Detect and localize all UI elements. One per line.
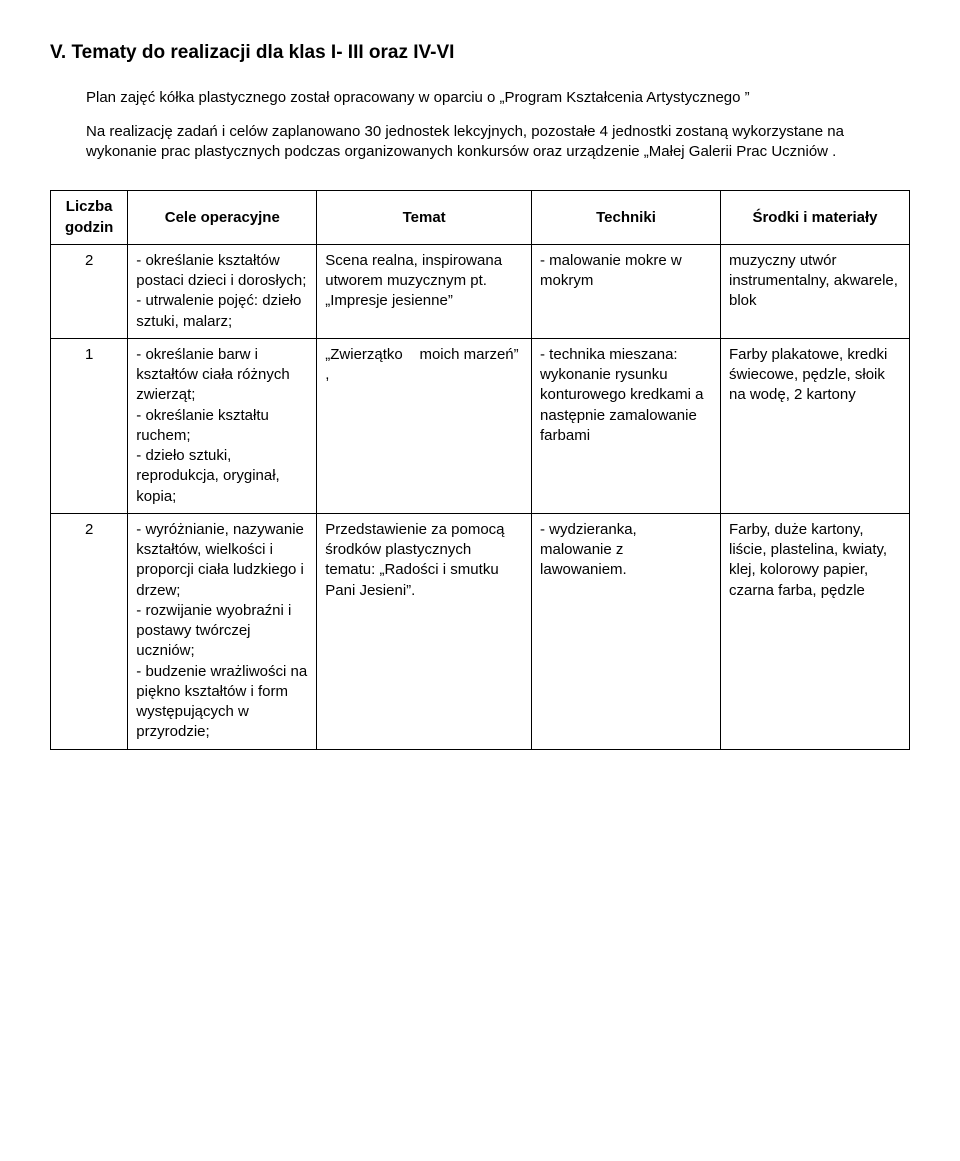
cell-tech: - wydzieranka, malowanie z lawowaniem. [532, 513, 721, 749]
table-row: 2 - określanie kształtów postaci dzieci … [51, 244, 910, 338]
col-header-tech: Techniki [532, 191, 721, 245]
cell-hours: 2 [51, 513, 128, 749]
cell-goals-text: - wyróżnianie, nazywanie kształtów, wiel… [136, 520, 308, 743]
cell-hours: 2 [51, 244, 128, 338]
cell-tech-text: - wydzieranka, malowanie z lawowaniem. [540, 520, 712, 581]
cell-tech: - technika mieszana: wykonanie rysunku k… [532, 338, 721, 513]
cell-mat: Farby plakatowe, kredki świecowe, pędzle… [720, 338, 909, 513]
table-header-row: Liczba godzin Cele operacyjne Temat Tech… [51, 191, 910, 245]
table-row: 2 - wyróżnianie, nazywanie kształtów, wi… [51, 513, 910, 749]
cell-topic: Scena realna, inspirowana utworem muzycz… [317, 244, 532, 338]
cell-topic: Przedstawienie za pomocą środków plastyc… [317, 513, 532, 749]
cell-topic-text: Scena realna, inspirowana utworem muzycz… [325, 251, 523, 312]
col-header-topic: Temat [317, 191, 532, 245]
cell-goals-text: - określanie kształtów postaci dzieci i … [136, 251, 308, 332]
cell-tech-text: - technika mieszana: wykonanie rysunku k… [540, 345, 712, 446]
cell-goals: - wyróżnianie, nazywanie kształtów, wiel… [128, 513, 317, 749]
cell-goals-text: - określanie barw i kształtów ciała różn… [136, 345, 308, 507]
curriculum-table: Liczba godzin Cele operacyjne Temat Tech… [50, 190, 910, 749]
cell-mat-text: muzyczny utwór instrumentalny, akwarele,… [729, 251, 901, 312]
cell-mat: Farby, duże kartony, liście, plastelina,… [720, 513, 909, 749]
cell-topic-text: „Zwierzątko moich marzeń” , [325, 345, 523, 386]
col-header-mat: Środki i materiały [720, 191, 909, 245]
intro-paragraph-2: Na realizację zadań i celów zaplanowano … [86, 122, 906, 163]
cell-topic-text: Przedstawienie za pomocą środków plastyc… [325, 520, 523, 601]
cell-hours: 1 [51, 338, 128, 513]
cell-goals: - określanie barw i kształtów ciała różn… [128, 338, 317, 513]
col-header-goals: Cele operacyjne [128, 191, 317, 245]
intro-paragraph-1: Plan zajęć kółka plastycznego został opr… [86, 88, 906, 108]
cell-goals: - określanie kształtów postaci dzieci i … [128, 244, 317, 338]
section-heading: V. Tematy do realizacji dla klas I- III … [50, 40, 910, 66]
cell-tech-text: - malowanie mokre w mokrym [540, 251, 712, 292]
col-header-hours: Liczba godzin [51, 191, 128, 245]
cell-mat-text: Farby, duże kartony, liście, plastelina,… [729, 520, 901, 601]
cell-mat-text: Farby plakatowe, kredki świecowe, pędzle… [729, 345, 901, 406]
cell-topic: „Zwierzątko moich marzeń” , [317, 338, 532, 513]
table-row: 1 - określanie barw i kształtów ciała ró… [51, 338, 910, 513]
cell-tech: - malowanie mokre w mokrym [532, 244, 721, 338]
cell-mat: muzyczny utwór instrumentalny, akwarele,… [720, 244, 909, 338]
